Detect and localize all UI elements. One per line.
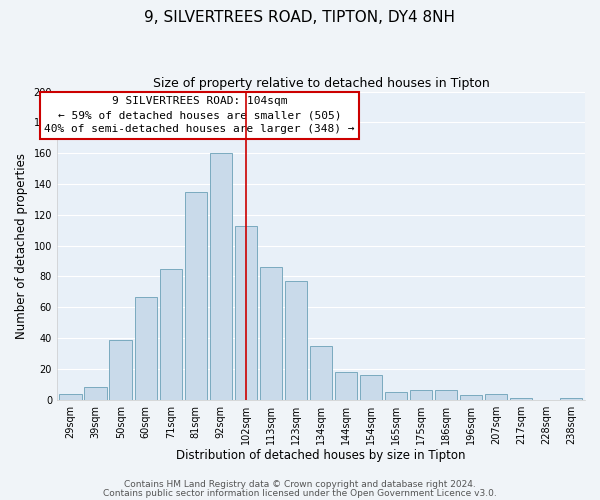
Bar — [310, 346, 332, 400]
Bar — [335, 372, 357, 400]
Bar — [360, 375, 382, 400]
Bar — [209, 154, 232, 400]
Y-axis label: Number of detached properties: Number of detached properties — [15, 152, 28, 338]
Bar — [284, 281, 307, 400]
Text: 9 SILVERTREES ROAD: 104sqm
← 59% of detached houses are smaller (505)
40% of sem: 9 SILVERTREES ROAD: 104sqm ← 59% of deta… — [44, 96, 355, 134]
Title: Size of property relative to detached houses in Tipton: Size of property relative to detached ho… — [152, 78, 490, 90]
Bar — [385, 392, 407, 400]
Bar — [260, 268, 282, 400]
Bar — [160, 269, 182, 400]
Bar — [235, 226, 257, 400]
Bar — [560, 398, 583, 400]
Bar — [410, 390, 433, 400]
Bar — [510, 398, 532, 400]
Text: 9, SILVERTREES ROAD, TIPTON, DY4 8NH: 9, SILVERTREES ROAD, TIPTON, DY4 8NH — [145, 10, 455, 25]
Bar — [109, 340, 132, 400]
Text: Contains public sector information licensed under the Open Government Licence v3: Contains public sector information licen… — [103, 488, 497, 498]
Bar — [85, 388, 107, 400]
Bar — [134, 296, 157, 400]
Bar — [460, 395, 482, 400]
Bar — [485, 394, 508, 400]
X-axis label: Distribution of detached houses by size in Tipton: Distribution of detached houses by size … — [176, 450, 466, 462]
Text: Contains HM Land Registry data © Crown copyright and database right 2024.: Contains HM Land Registry data © Crown c… — [124, 480, 476, 489]
Bar — [435, 390, 457, 400]
Bar — [59, 394, 82, 400]
Bar — [185, 192, 207, 400]
